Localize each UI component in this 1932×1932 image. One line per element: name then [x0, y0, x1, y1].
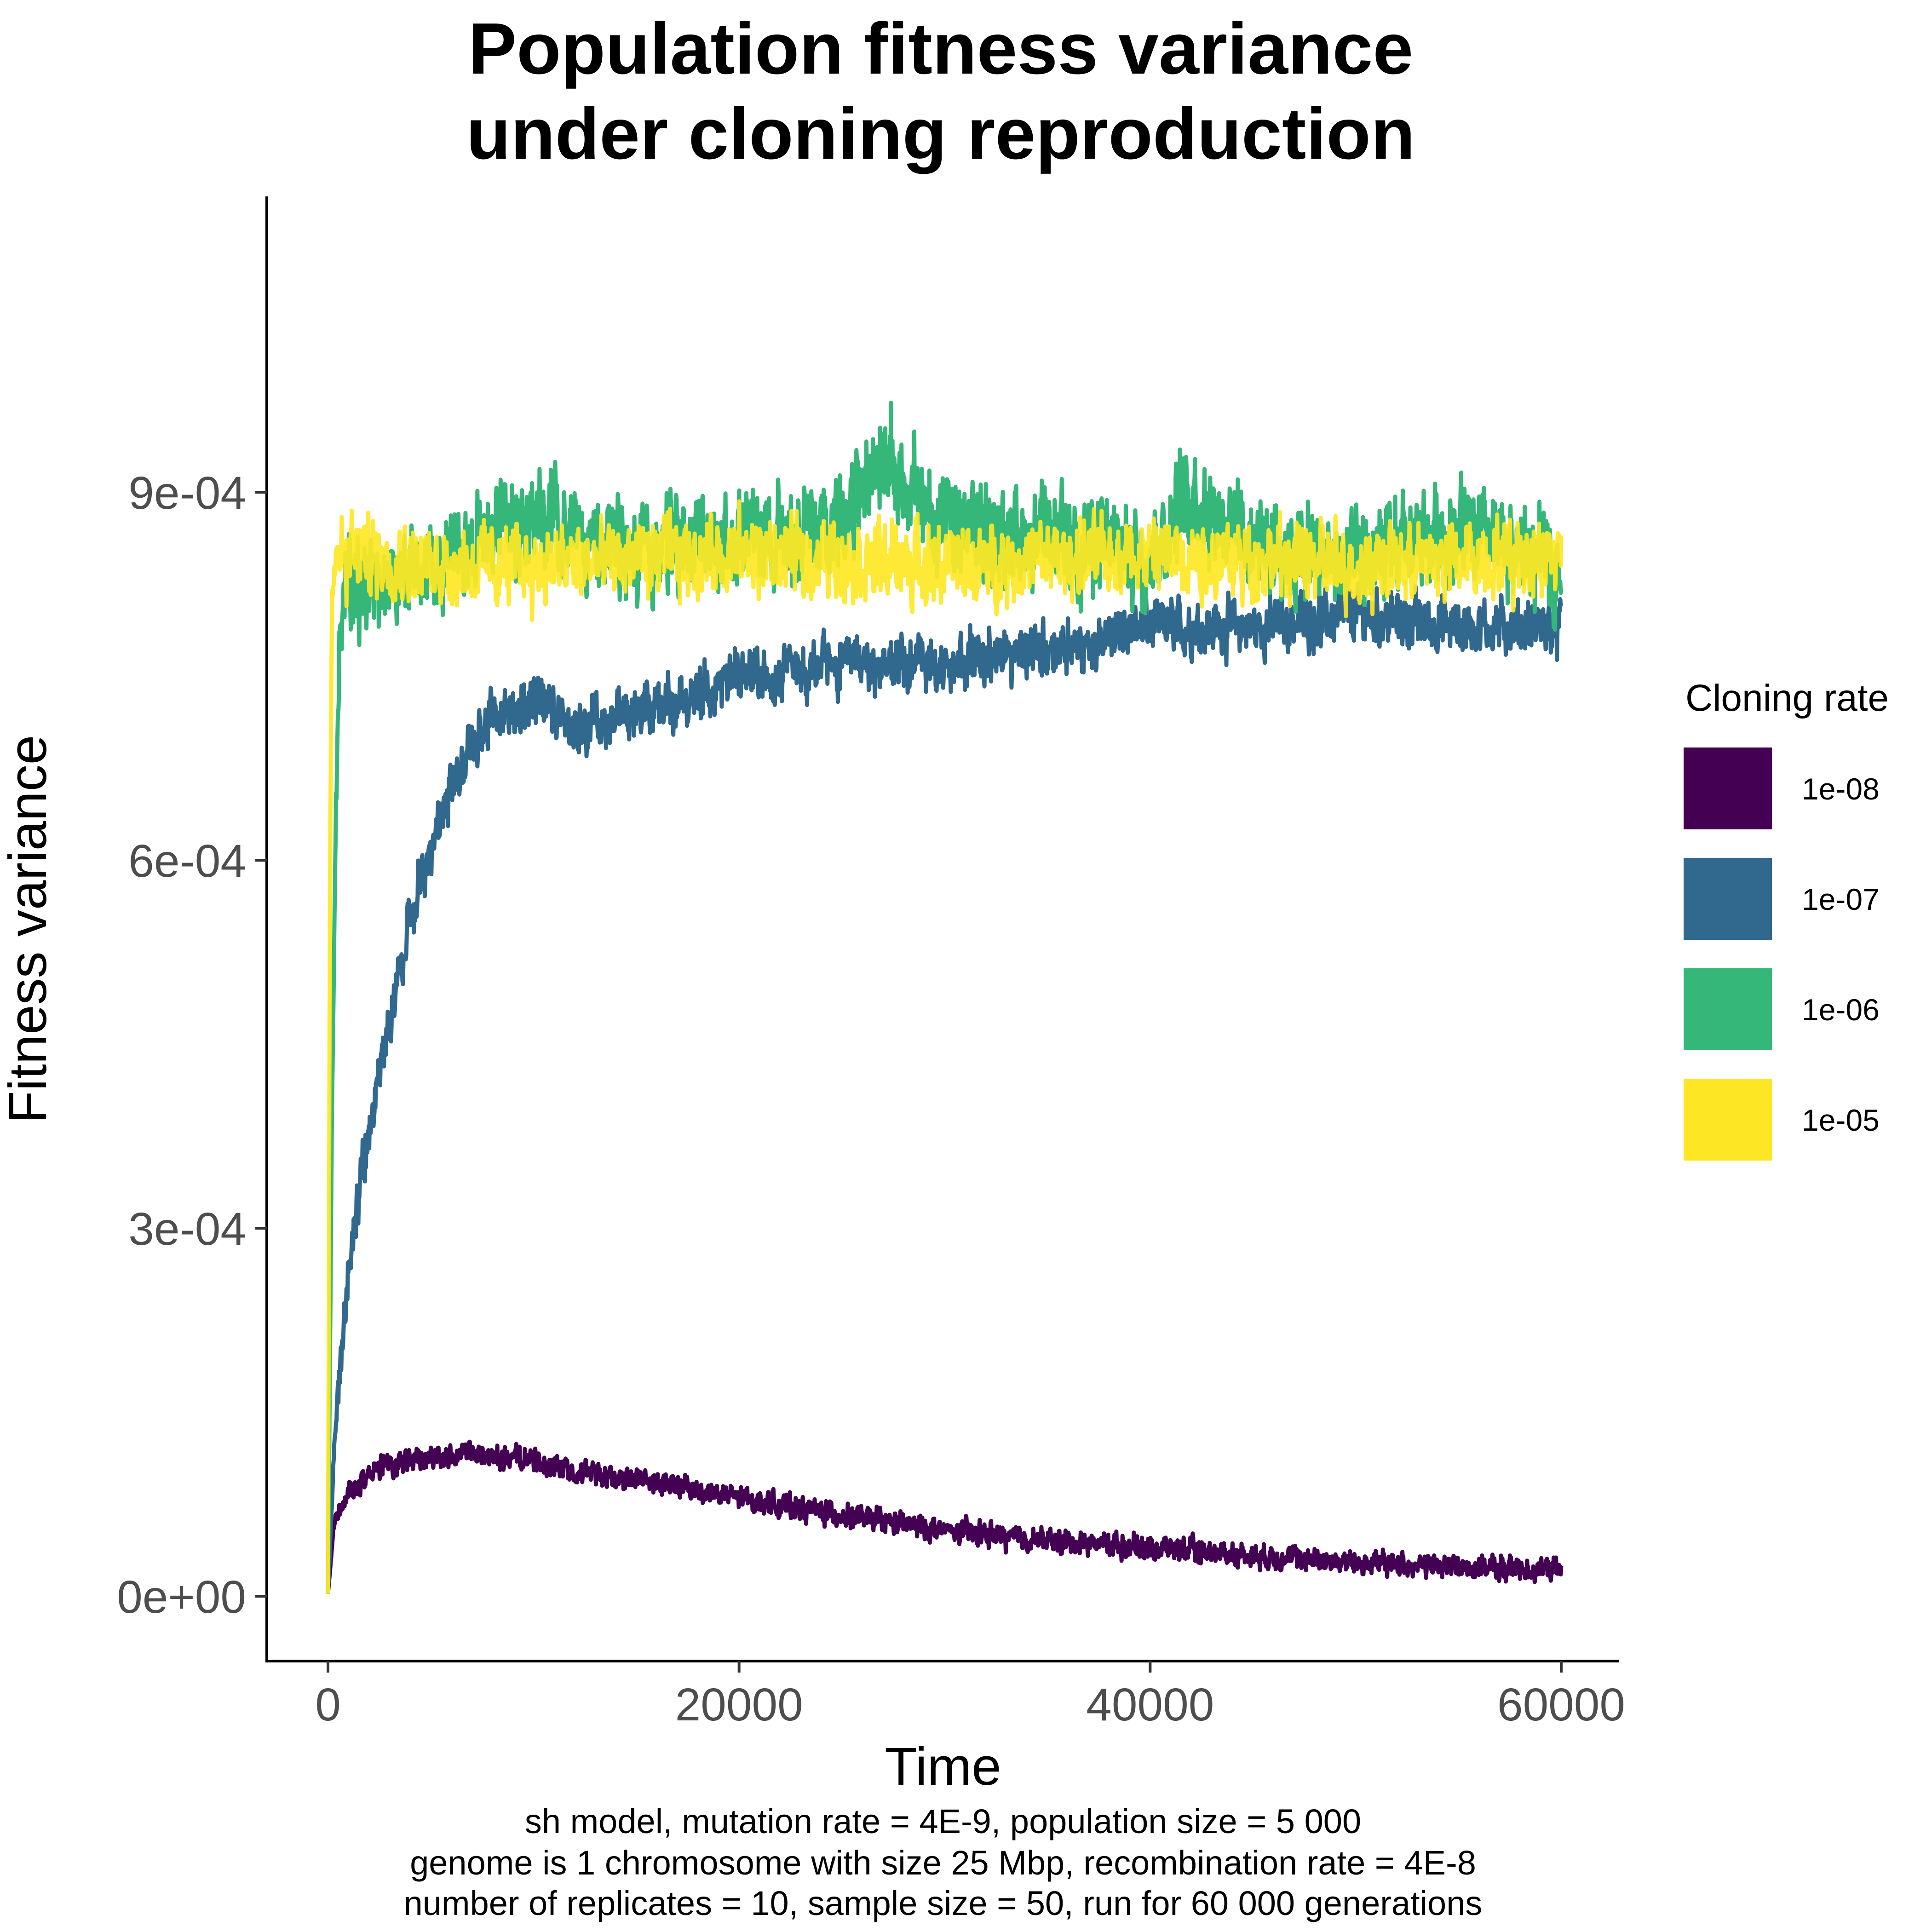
legend-swatch-1e-08: [1684, 748, 1772, 829]
y-tick-label: 3e-04: [128, 1203, 246, 1255]
legend-title: Cloning rate: [1685, 677, 1889, 719]
y-tick-label: 9e-04: [128, 467, 246, 519]
y-axis-title: Fitness variance: [0, 735, 58, 1124]
series-line-1e-08: [326, 1439, 1564, 1594]
x-tick-label: 40000: [1086, 1679, 1214, 1731]
y-tick-label: 6e-04: [128, 835, 246, 887]
legend-label-1e-06: 1e-06: [1802, 993, 1880, 1027]
plot-area: [326, 401, 1564, 1594]
legend-swatch-1e-07: [1684, 858, 1772, 940]
chart-title-line-1: Population fitness variance: [468, 8, 1414, 89]
x-tick-label: 0: [315, 1679, 341, 1731]
legend-label-1e-05: 1e-05: [1802, 1103, 1880, 1137]
chart-title-line-2: under cloning reproduction: [466, 93, 1415, 174]
legend-swatch-1e-05: [1684, 1079, 1772, 1161]
caption-line-3: number of replicates = 10, sample size =…: [404, 1884, 1483, 1922]
legend: Cloning rate 1e-08 1e-07 1e-06 1e-05: [1684, 677, 1889, 1161]
legend-label-1e-07: 1e-07: [1802, 882, 1880, 916]
y-axis-ticks: 0e+00 3e-04 6e-04 9e-04: [117, 467, 267, 1623]
caption-line-1: sh model, mutation rate = 4E-9, populati…: [525, 1802, 1361, 1840]
legend-swatch-1e-06: [1684, 968, 1772, 1050]
x-tick-label: 60000: [1497, 1679, 1625, 1731]
series-line-1e-06: [326, 401, 1564, 1594]
y-tick-label: 0e+00: [117, 1571, 246, 1623]
series-line-1e-05: [326, 499, 1564, 1594]
x-axis-title: Time: [885, 1736, 1001, 1796]
legend-label-1e-08: 1e-08: [1802, 772, 1880, 806]
series-line-1e-07: [326, 581, 1563, 1594]
caption-line-2: genome is 1 chromosome with size 25 Mbp,…: [410, 1844, 1476, 1882]
x-axis-ticks: 0 20000 40000 60000: [315, 1661, 1625, 1731]
x-tick-label: 20000: [675, 1679, 803, 1731]
